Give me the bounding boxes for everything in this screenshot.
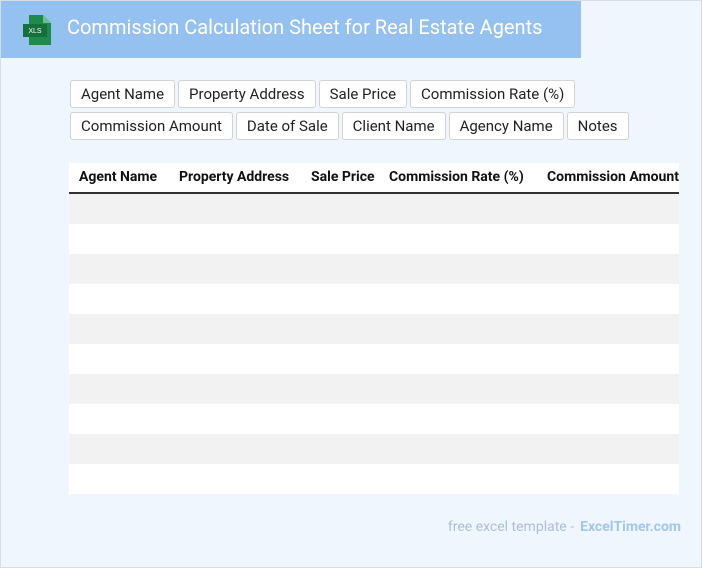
field-tag[interactable]: Notes: [566, 112, 629, 140]
table-row: [69, 464, 679, 494]
column-header: Commission Rate (%): [389, 169, 524, 185]
field-tag[interactable]: Client Name: [341, 112, 446, 140]
table-row: [69, 314, 679, 344]
table-row: [69, 434, 679, 464]
table-body: [69, 194, 679, 494]
column-header: Sale Price: [311, 169, 375, 185]
field-tag[interactable]: Sale Price: [318, 80, 408, 108]
table-row: [69, 284, 679, 314]
table-row: [69, 194, 679, 224]
title: Commission Calculation Sheet for Real Es…: [67, 15, 543, 39]
field-tag[interactable]: Commission Rate (%): [410, 80, 576, 108]
header: XLS Commission Calculation Sheet for Rea…: [1, 1, 581, 58]
tag-list: Agent Name Property Address Sale Price Comm…: [70, 80, 670, 140]
table-row: [69, 344, 679, 374]
footer-link[interactable]: ExcelTimer.com: [580, 519, 681, 535]
footer: free excel template - ExcelTimer.com: [448, 519, 681, 535]
column-header: Agent Name: [79, 169, 158, 185]
icon-label: XLS: [28, 28, 42, 35]
column-header: Commission Amount: [547, 169, 679, 185]
field-tag[interactable]: Property Address: [178, 80, 316, 108]
table-row: [69, 374, 679, 404]
table: Agent Name Property Address Sale Price Comm…: [69, 163, 679, 494]
table-row: [69, 404, 679, 434]
field-tag[interactable]: Commission Amount: [70, 112, 233, 140]
field-tag[interactable]: Agency Name: [448, 112, 564, 140]
table-row: [69, 224, 679, 254]
field-tag[interactable]: Agent Name: [70, 80, 176, 108]
xls-icon: XLS: [23, 15, 51, 45]
table-row: [69, 254, 679, 284]
field-tag[interactable]: Date of Sale: [235, 112, 339, 140]
table-header: Agent Name Property Address Sale Price Comm…: [69, 163, 679, 194]
column-header: Property Address: [179, 169, 290, 185]
footer-text: free excel template -: [447, 519, 575, 535]
